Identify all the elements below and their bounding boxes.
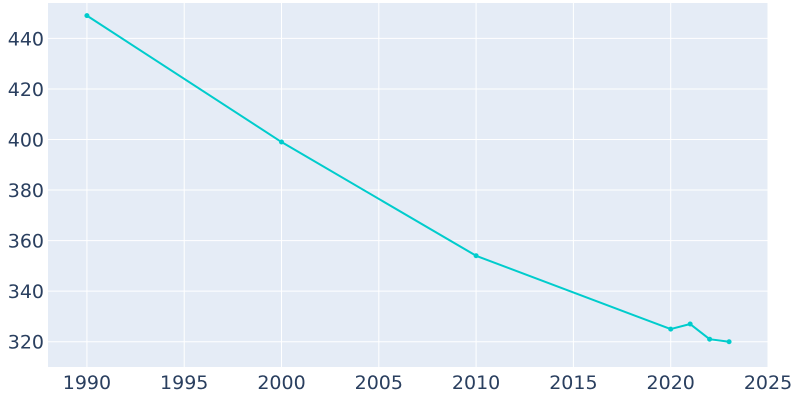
y-tick-label: 320 <box>8 332 44 354</box>
data-point-2000 <box>279 139 285 145</box>
x-tick-label: 2005 <box>355 372 403 394</box>
data-point-2022 <box>707 336 713 342</box>
y-tick-label: 360 <box>8 231 44 253</box>
x-tick-label: 2020 <box>647 372 695 394</box>
data-point-1990 <box>84 13 90 19</box>
y-tick-label: 420 <box>8 79 44 101</box>
y-tick-label: 380 <box>8 180 44 202</box>
x-tick-label: 1995 <box>160 372 208 394</box>
data-point-2020 <box>668 326 674 332</box>
x-tick-label: 2015 <box>549 372 597 394</box>
y-tick-label: 400 <box>8 130 44 152</box>
x-tick-label: 1990 <box>63 372 111 394</box>
x-tick-label: 2010 <box>452 372 500 394</box>
data-point-2023 <box>726 339 732 345</box>
x-axis-ticks: 1990 1995 2000 2005 2010 2015 2020 2025 <box>63 372 792 394</box>
y-axis-ticks: 320 340 360 380 400 420 440 <box>8 28 44 353</box>
x-tick-label: 2000 <box>257 372 305 394</box>
plot-area <box>48 3 768 367</box>
data-point-2021 <box>687 321 693 327</box>
grid-lines <box>48 3 769 367</box>
y-tick-label: 440 <box>8 28 44 50</box>
x-tick-label: 2025 <box>744 372 792 394</box>
series-layer <box>84 13 732 345</box>
y-tick-label: 340 <box>8 281 44 303</box>
data-point-2010 <box>473 253 479 259</box>
